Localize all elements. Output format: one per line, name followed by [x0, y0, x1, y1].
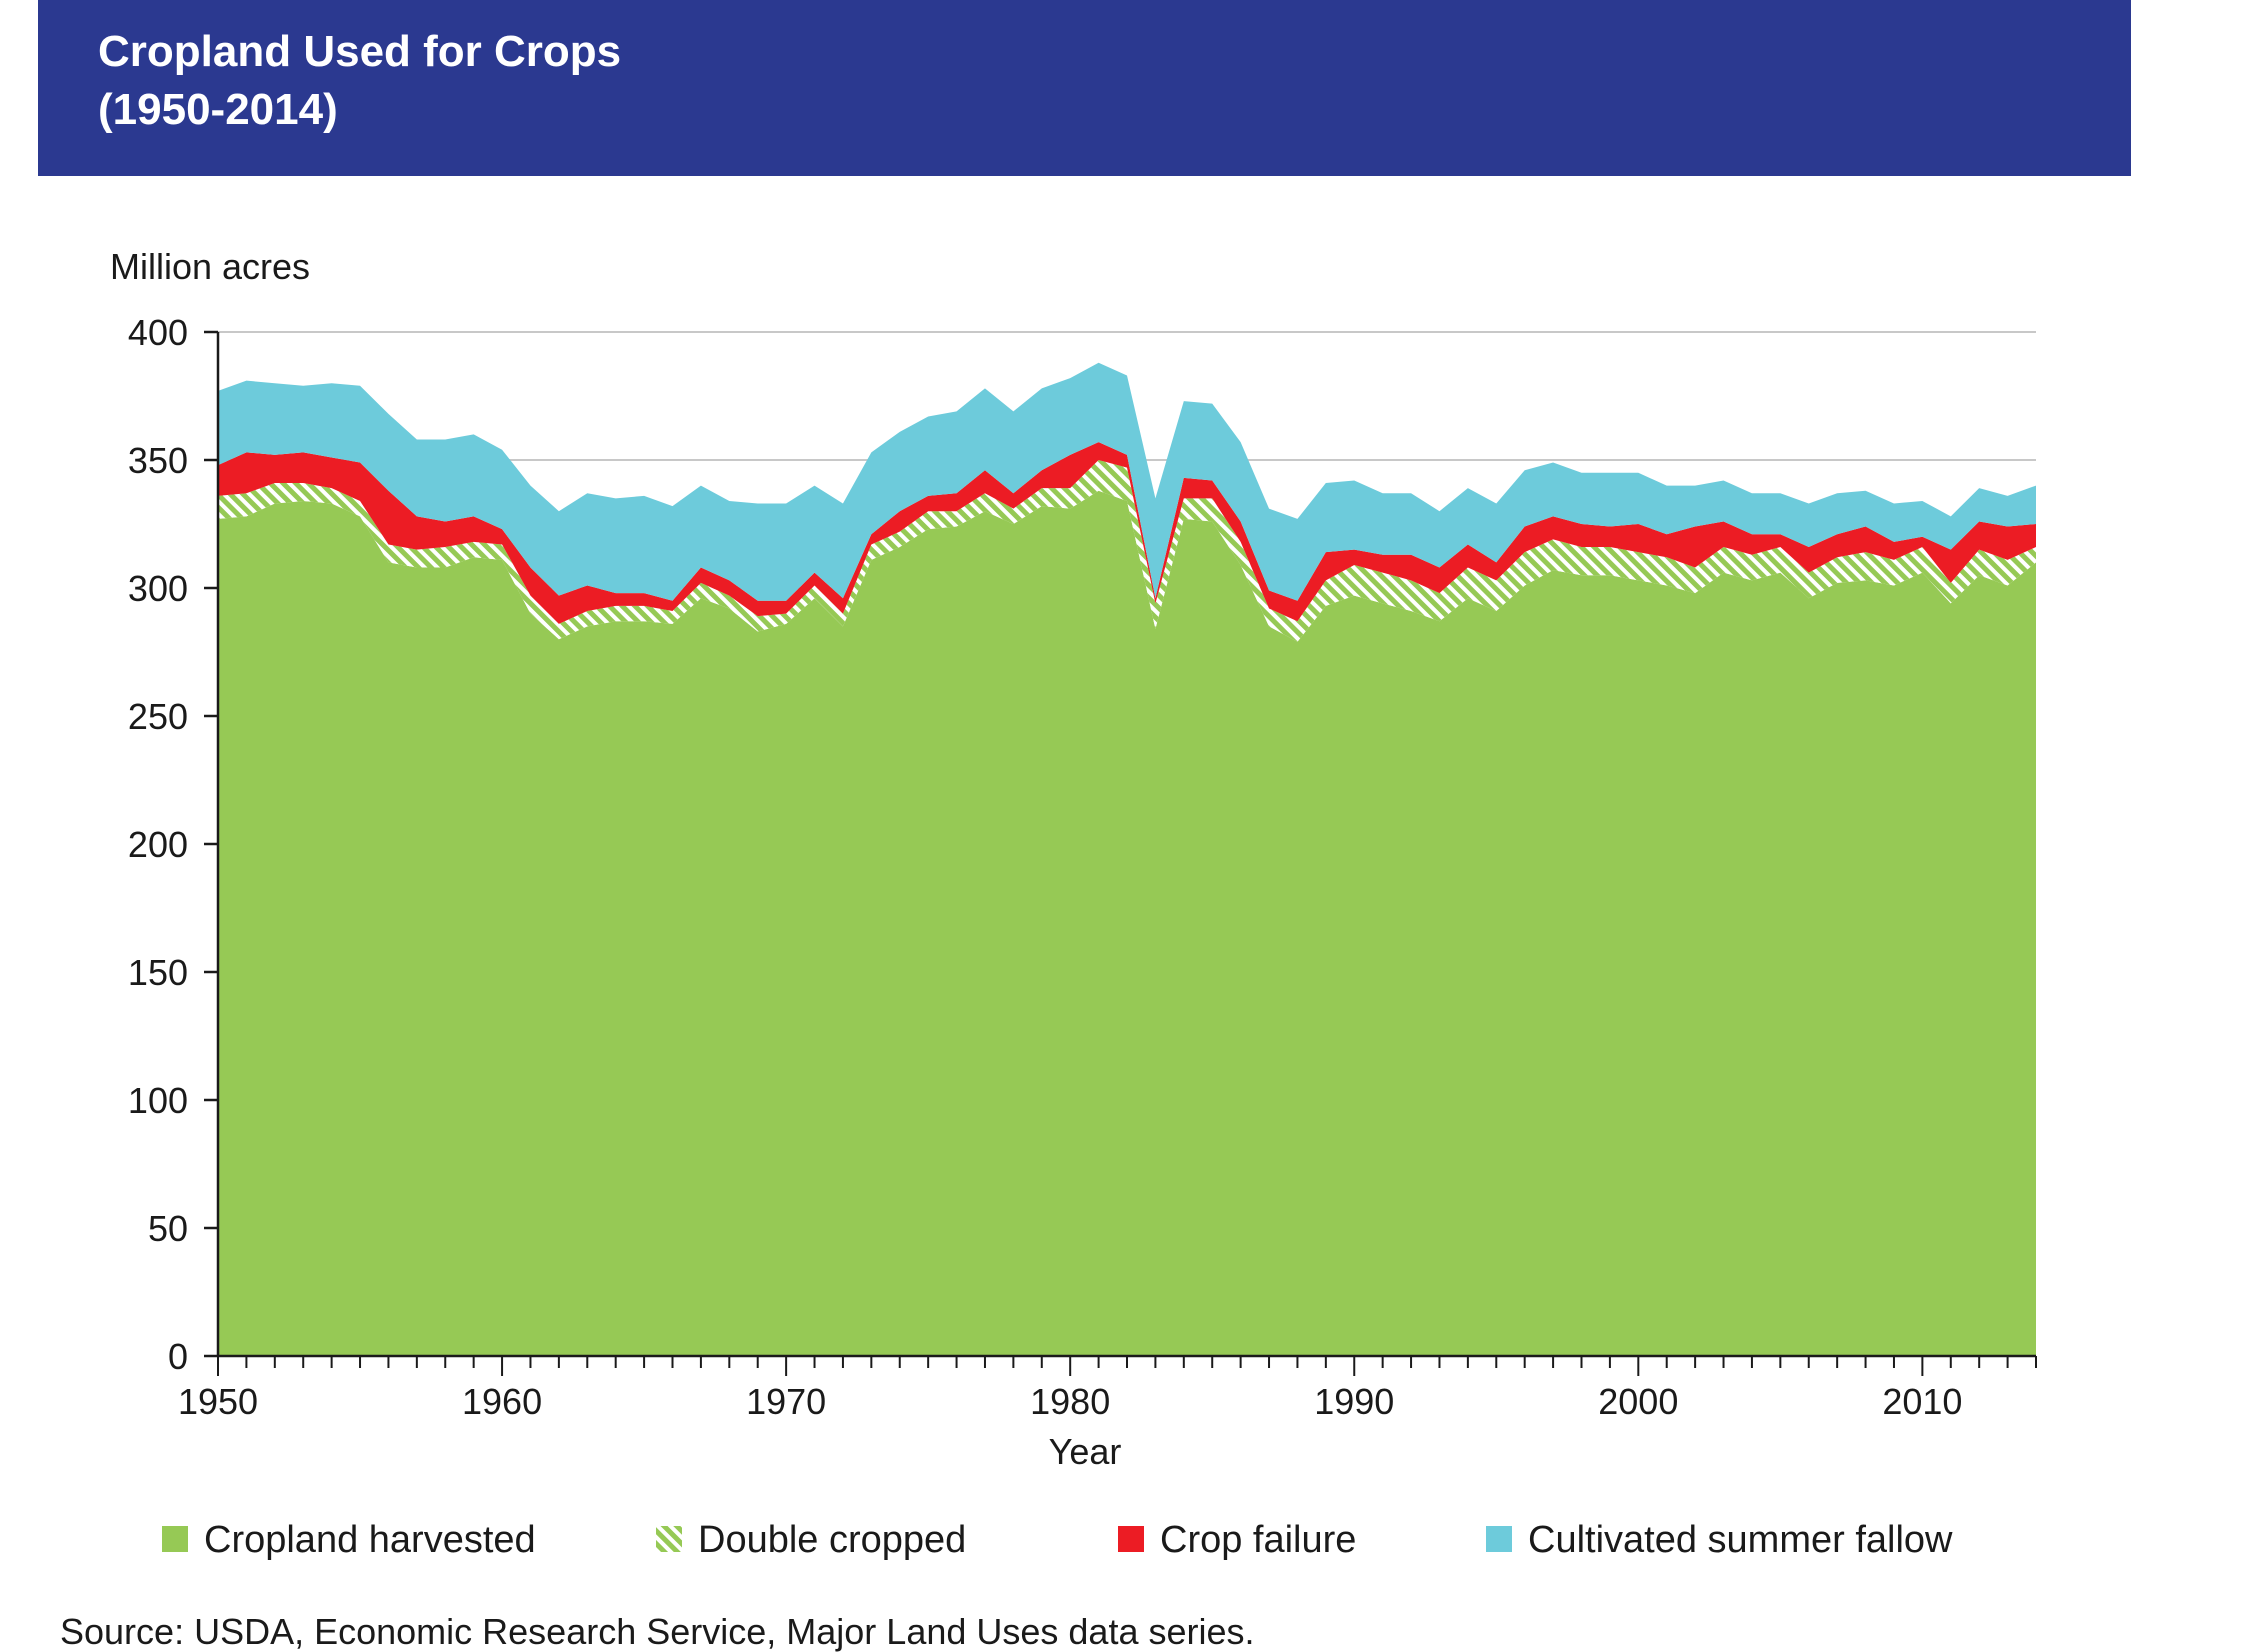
axes: 0 50 100 150 200 250 300 350 400 1950 1960 1970 1980…: [110, 246, 2037, 1472]
area-double-cropped: [218, 460, 2036, 642]
legend-swatch: [656, 1526, 682, 1552]
y-axis-label: Million acres: [110, 246, 310, 287]
area-cropland-harvested: [218, 490, 2036, 1357]
title-bar: Cropland Used for Crops (1950-2014): [38, 0, 2131, 176]
x-axis-label: Year: [1049, 1431, 1122, 1472]
y-tick-label: 0: [168, 1336, 188, 1377]
legend-double-cropped: Double cropped: [656, 1519, 966, 1561]
y-tick-label: 400: [128, 312, 188, 353]
area-crop-failure: [218, 442, 2036, 624]
x-tick-label: 1980: [1030, 1381, 1110, 1422]
stacked-areas: [218, 362, 2036, 1357]
legend-label: Crop failure: [1160, 1519, 1356, 1561]
y-tick-label: 100: [128, 1080, 188, 1121]
chart-title: Cropland Used for Crops: [98, 27, 622, 76]
legend-swatch: [1118, 1526, 1144, 1552]
y-tick-label: 250: [128, 696, 188, 737]
legend-cropland-harvested: Cropland harvested: [162, 1519, 536, 1561]
y-tick-label: 200: [128, 824, 188, 865]
legend-crop-failure: Crop failure: [1118, 1519, 1356, 1561]
y-tick-label: 300: [128, 568, 188, 609]
area-summer-fallow: [218, 362, 2036, 601]
legend-label: Double cropped: [698, 1519, 966, 1561]
legend-label: Cropland harvested: [204, 1519, 536, 1561]
y-tick-label: 50: [148, 1208, 188, 1249]
legend-summer-fallow: Cultivated summer fallow: [1486, 1519, 1953, 1561]
chart-subtitle: (1950-2014): [98, 85, 338, 134]
x-tick-label: 2010: [1882, 1381, 1962, 1422]
x-tick-label: 2000: [1598, 1381, 1678, 1422]
y-tick-label: 350: [128, 440, 188, 481]
legend: Cropland harvested Double cropped Crop fai…: [162, 1519, 1953, 1561]
legend-swatch: [1486, 1526, 1512, 1552]
x-tick-label: 1990: [1314, 1381, 1394, 1422]
legend-label: Cultivated summer fallow: [1528, 1519, 1953, 1561]
x-tick-label: 1970: [746, 1381, 826, 1422]
x-tick-label: 1950: [178, 1381, 258, 1422]
legend-swatch: [162, 1526, 188, 1552]
x-tick-label: 1960: [462, 1381, 542, 1422]
y-tick-label: 150: [128, 952, 188, 993]
source-note: Source: USDA, Economic Research Service,…: [60, 1611, 1255, 1652]
